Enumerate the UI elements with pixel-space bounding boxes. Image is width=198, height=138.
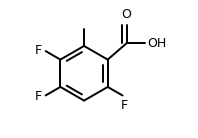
Text: F: F: [35, 90, 42, 103]
Text: OH: OH: [147, 37, 166, 50]
Text: O: O: [122, 8, 131, 21]
Text: F: F: [121, 99, 128, 112]
Text: F: F: [35, 44, 42, 57]
